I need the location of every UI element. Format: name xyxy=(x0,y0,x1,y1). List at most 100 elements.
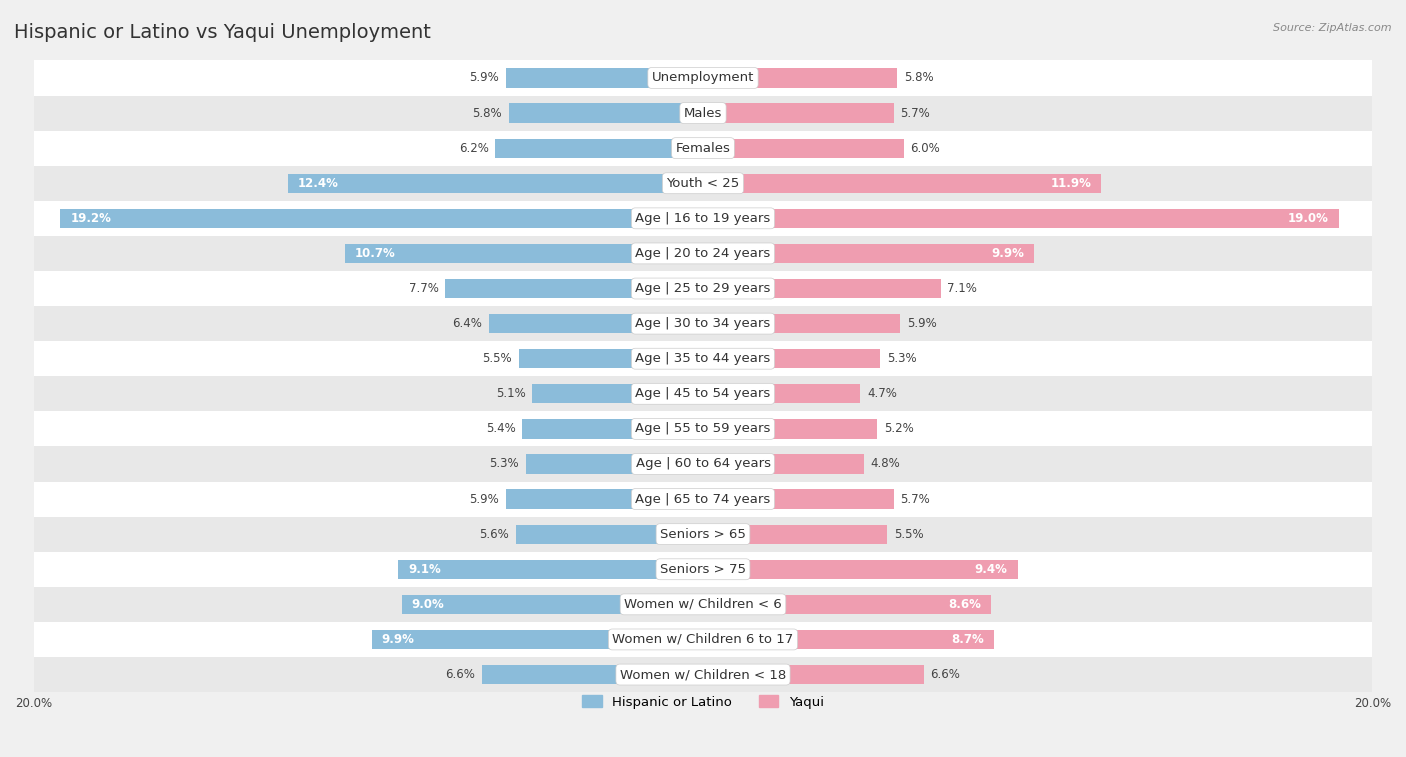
Text: 11.9%: 11.9% xyxy=(1050,176,1091,190)
Bar xyxy=(703,454,863,474)
Bar xyxy=(516,525,703,544)
Text: 5.6%: 5.6% xyxy=(479,528,509,540)
Text: Age | 20 to 24 years: Age | 20 to 24 years xyxy=(636,247,770,260)
Text: Age | 45 to 54 years: Age | 45 to 54 years xyxy=(636,388,770,400)
Text: 8.7%: 8.7% xyxy=(952,633,984,646)
Text: 5.8%: 5.8% xyxy=(904,71,934,85)
Bar xyxy=(703,630,994,649)
Bar xyxy=(533,384,703,403)
Text: 5.1%: 5.1% xyxy=(496,388,526,400)
Text: Women w/ Children < 18: Women w/ Children < 18 xyxy=(620,668,786,681)
Bar xyxy=(703,490,894,509)
Text: Women w/ Children 6 to 17: Women w/ Children 6 to 17 xyxy=(613,633,793,646)
Bar xyxy=(703,314,900,333)
Bar xyxy=(446,279,703,298)
Bar xyxy=(288,173,703,193)
Bar xyxy=(703,384,860,403)
Bar xyxy=(506,490,703,509)
Text: Hispanic or Latino vs Yaqui Unemployment: Hispanic or Latino vs Yaqui Unemployment xyxy=(14,23,430,42)
Text: 5.4%: 5.4% xyxy=(486,422,516,435)
Text: 5.9%: 5.9% xyxy=(907,317,936,330)
Bar xyxy=(0,516,1406,552)
Text: 5.7%: 5.7% xyxy=(900,493,931,506)
Bar xyxy=(0,166,1406,201)
Bar xyxy=(0,481,1406,516)
Bar xyxy=(0,622,1406,657)
Text: Women w/ Children < 6: Women w/ Children < 6 xyxy=(624,598,782,611)
Text: Age | 16 to 19 years: Age | 16 to 19 years xyxy=(636,212,770,225)
Text: 5.3%: 5.3% xyxy=(887,352,917,365)
Text: 9.1%: 9.1% xyxy=(409,562,441,576)
Bar xyxy=(0,447,1406,481)
Bar xyxy=(703,279,941,298)
Text: 7.1%: 7.1% xyxy=(948,282,977,295)
Bar xyxy=(703,139,904,157)
Text: 9.9%: 9.9% xyxy=(381,633,415,646)
Bar xyxy=(0,552,1406,587)
Text: Seniors > 75: Seniors > 75 xyxy=(659,562,747,576)
Text: 6.2%: 6.2% xyxy=(458,142,489,154)
Bar xyxy=(402,595,703,614)
Bar xyxy=(0,95,1406,131)
Text: Seniors > 65: Seniors > 65 xyxy=(659,528,747,540)
Text: Females: Females xyxy=(675,142,731,154)
Text: 5.8%: 5.8% xyxy=(472,107,502,120)
Text: 19.2%: 19.2% xyxy=(70,212,111,225)
Bar xyxy=(509,104,703,123)
Bar xyxy=(495,139,703,157)
Text: Source: ZipAtlas.com: Source: ZipAtlas.com xyxy=(1274,23,1392,33)
Bar xyxy=(703,104,894,123)
Bar xyxy=(506,68,703,88)
Bar xyxy=(522,419,703,438)
Bar xyxy=(0,306,1406,341)
Text: 9.0%: 9.0% xyxy=(412,598,444,611)
Bar xyxy=(0,271,1406,306)
Bar xyxy=(0,657,1406,692)
Text: 5.9%: 5.9% xyxy=(470,493,499,506)
Text: Age | 30 to 34 years: Age | 30 to 34 years xyxy=(636,317,770,330)
Text: 5.2%: 5.2% xyxy=(884,422,914,435)
Text: 5.5%: 5.5% xyxy=(894,528,924,540)
Text: 4.8%: 4.8% xyxy=(870,457,900,471)
Legend: Hispanic or Latino, Yaqui: Hispanic or Latino, Yaqui xyxy=(576,690,830,714)
Text: 4.7%: 4.7% xyxy=(868,388,897,400)
Bar xyxy=(703,525,887,544)
Bar xyxy=(60,209,703,228)
Bar xyxy=(0,201,1406,236)
Text: 6.6%: 6.6% xyxy=(446,668,475,681)
Text: 7.7%: 7.7% xyxy=(409,282,439,295)
Text: 19.0%: 19.0% xyxy=(1288,212,1329,225)
Bar xyxy=(703,559,1018,579)
Bar xyxy=(0,131,1406,166)
Text: 10.7%: 10.7% xyxy=(354,247,395,260)
Bar xyxy=(0,341,1406,376)
Text: 6.6%: 6.6% xyxy=(931,668,960,681)
Bar xyxy=(703,244,1035,263)
Text: 9.9%: 9.9% xyxy=(991,247,1025,260)
Text: Unemployment: Unemployment xyxy=(652,71,754,85)
Bar xyxy=(0,236,1406,271)
Bar xyxy=(703,173,1101,193)
Bar xyxy=(371,630,703,649)
Bar xyxy=(398,559,703,579)
Text: 5.5%: 5.5% xyxy=(482,352,512,365)
Text: 5.9%: 5.9% xyxy=(470,71,499,85)
Bar xyxy=(519,349,703,369)
Bar xyxy=(703,68,897,88)
Bar xyxy=(703,665,924,684)
Text: 9.4%: 9.4% xyxy=(974,562,1008,576)
Text: 12.4%: 12.4% xyxy=(298,176,339,190)
Text: Age | 65 to 74 years: Age | 65 to 74 years xyxy=(636,493,770,506)
Text: Youth < 25: Youth < 25 xyxy=(666,176,740,190)
Text: 5.7%: 5.7% xyxy=(900,107,931,120)
Text: 8.6%: 8.6% xyxy=(948,598,981,611)
Bar xyxy=(0,61,1406,95)
Bar xyxy=(526,454,703,474)
Text: 6.0%: 6.0% xyxy=(911,142,941,154)
Bar xyxy=(482,665,703,684)
Text: 5.3%: 5.3% xyxy=(489,457,519,471)
Text: Age | 60 to 64 years: Age | 60 to 64 years xyxy=(636,457,770,471)
Text: Age | 55 to 59 years: Age | 55 to 59 years xyxy=(636,422,770,435)
Bar xyxy=(489,314,703,333)
Text: Age | 35 to 44 years: Age | 35 to 44 years xyxy=(636,352,770,365)
